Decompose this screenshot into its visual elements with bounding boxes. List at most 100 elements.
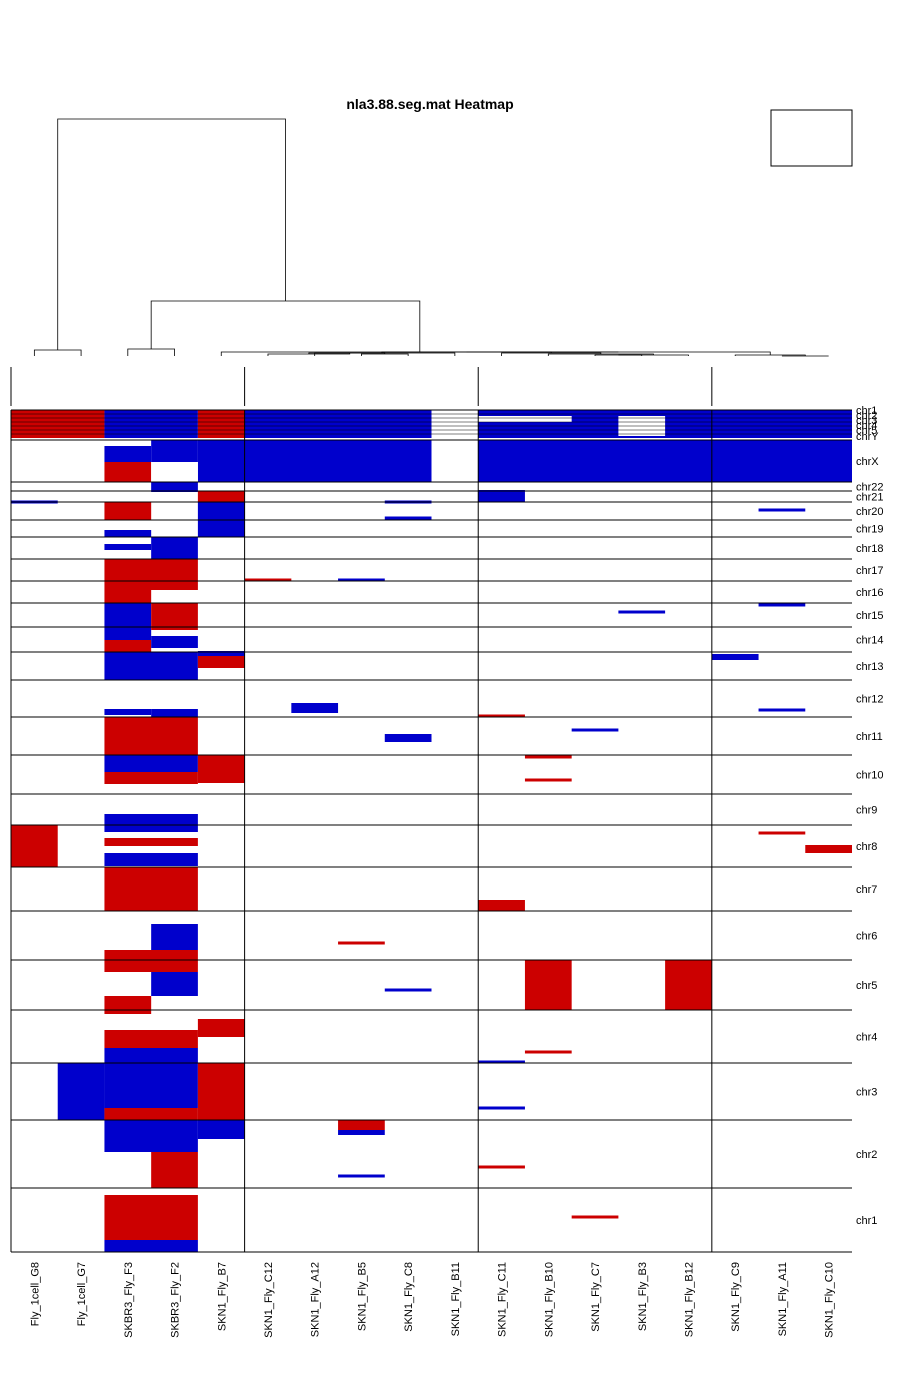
chromosome-label: chr18 [856,543,884,555]
heatmap-cell [478,714,525,718]
sample-label: SKN1_Fly_B10 [543,1262,555,1337]
sample-label: SKBR3_Fly_F3 [123,1262,135,1338]
heatmap-cell [478,416,572,422]
sample-label: SKN1_Fly_B5 [356,1262,368,1331]
heatmap-cell [524,960,572,1010]
heatmap-cell [244,578,292,582]
heatmap-cell [11,825,58,867]
heatmap-cell [104,559,198,590]
heatmap-cell [104,755,198,772]
heatmap-cell [758,831,806,835]
heatmap-cell [338,941,385,945]
dendrogram-branch [466,351,771,355]
chromosome-label: chr16 [856,587,884,599]
heatmap-cell [104,462,152,482]
heatmap-cell [711,654,759,660]
heatmap-cells [11,410,852,1252]
dendrogram-branch [618,354,689,356]
heatmap-cell [291,703,339,713]
sample-label: SKN1_Fly_C7 [590,1262,602,1332]
heatmap-cell [104,1048,198,1063]
heatmap-cell [104,544,152,550]
heatmap-cell [571,1215,619,1219]
chromosome-label: chr2 [856,410,877,422]
chromosome-label: chr1 [856,1215,877,1227]
sample-label: SKN1_Fly_C9 [730,1262,742,1332]
heatmap-cell [758,508,806,512]
heatmap-cell [57,1063,105,1120]
heatmap-cell [384,988,432,992]
heatmap-cell [151,462,198,482]
chromosome-label: chr19 [856,524,884,536]
heatmap-cell [478,1060,525,1064]
heatmap-cell [805,845,852,853]
dendrogram-branch [361,353,409,356]
heatmap-cell [197,1120,245,1139]
chromosome-label: chr17 [856,565,884,577]
heatmap-cell [104,950,198,972]
heatmap-cell [197,755,245,783]
heatmap-cell [197,651,245,656]
sample-label: SKN1_Fly_C11 [497,1262,509,1337]
chromosome-label: chr7 [856,884,877,896]
heatmap-cell [431,410,479,438]
heatmap-cell [104,410,198,438]
heatmap-cell [104,446,152,462]
legend-box [770,109,853,167]
heatmap-cell [104,640,152,652]
heatmap-cell [197,1063,245,1120]
heatmap-cell [571,728,619,732]
heatmap-cell [524,1050,572,1054]
dendrogram-branch [220,351,619,356]
heatmap-cell [478,440,852,482]
heatmap-cell [104,867,198,911]
chromosome-label: chr9 [856,805,877,817]
heatmap-cell [618,610,666,614]
chromosome-label: chr15 [856,610,884,622]
sample-label: SKN1_Fly_A12 [310,1262,322,1337]
heatmap-cell [384,734,432,742]
heatmap-cell [244,410,432,438]
dendrogram-branch [57,118,286,350]
chart-title: nla3.88.seg.mat Heatmap [346,96,513,112]
heatmap-cell [758,708,806,712]
sample-label: SKN1_Fly_B12 [683,1262,695,1337]
chromosome-label: chr11 [856,731,883,743]
chromosome-label: chr5 [856,980,877,992]
sample-label: SKN1_Fly_C10 [824,1262,836,1338]
chromosome-label: chrY [856,431,879,443]
heatmap-cell [11,410,105,438]
heatmap-cell [104,709,152,715]
dendrogram-branch [308,352,456,356]
heatmap-cell [151,440,198,462]
chromosome-label: chr5 [856,425,877,437]
heatmap-cell [104,652,198,680]
heatmap-cell [338,1130,385,1135]
heatmap-cell [104,1240,198,1252]
chromosome-label: chr12 [856,694,884,706]
heatmap-cell [384,516,432,520]
heatmap-cell [104,772,198,784]
chromosome-labels: chr1chr2chr3chr4chr5chr6chr7chr8chr9chr1… [856,405,884,1227]
heatmap-cell [104,1063,198,1108]
chromosome-label: chr3 [856,1087,877,1099]
chromosome-label: chr21 [856,492,884,504]
heatmap-cell [338,578,385,582]
sample-label: SKN1_Fly_C12 [263,1262,275,1338]
sample-label: SKBR3_Fly_F2 [170,1262,182,1338]
heatmap-cell [151,972,198,996]
heatmap-cell [665,960,712,1010]
sample-label: SKN1_Fly_B11 [450,1262,462,1336]
chromosome-label: chr4 [856,420,877,432]
heatmap-cell [104,590,152,603]
heatmap-cell [758,603,806,607]
heatmap-cell [524,778,572,782]
sample-label: Fly_1cell_G8 [29,1262,41,1326]
dendrogram-branch [501,352,602,356]
heatmap-cell [197,1019,245,1037]
sample-label: SKN1_Fly_C8 [403,1262,415,1332]
sample-label: SKN1_Fly_B7 [216,1262,228,1331]
heatmap-cell [151,709,198,717]
chromosome-label: chr8 [856,841,877,853]
